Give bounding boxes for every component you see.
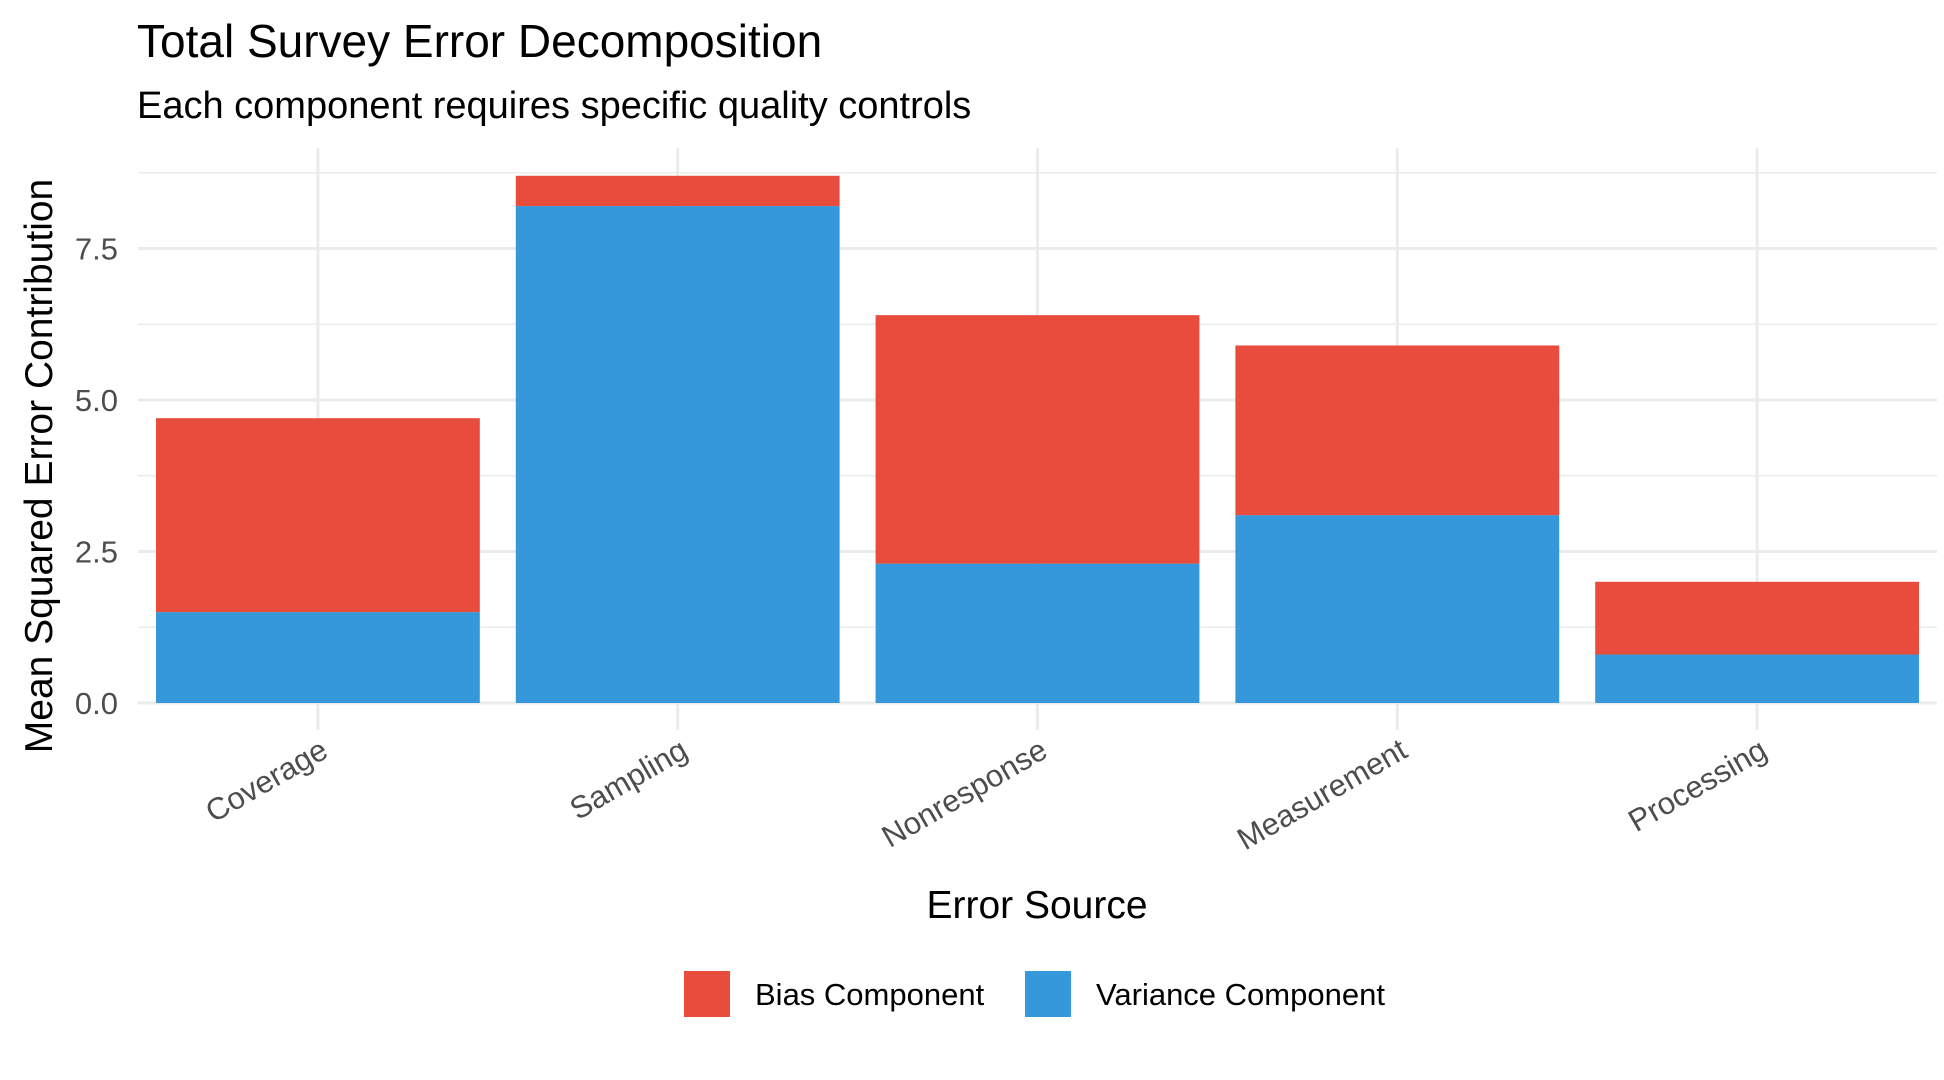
x-tick-label: Nonresponse bbox=[876, 732, 1053, 855]
bar-processing-bias-component bbox=[1595, 581, 1920, 655]
y-axis-ticks: 0.0 2.5 5.0 7.5 bbox=[75, 232, 118, 722]
bar-nonresponse-bias-component bbox=[875, 315, 1200, 564]
x-tick-label: Coverage bbox=[199, 732, 333, 830]
legend-swatch-bias-component bbox=[684, 971, 730, 1017]
x-tick-label: Measurement bbox=[1231, 732, 1413, 857]
bar-processing-variance-component bbox=[1595, 654, 1920, 703]
bar-sampling-bias-component bbox=[515, 175, 840, 207]
y-tick-label: 2.5 bbox=[75, 535, 118, 570]
bar-measurement-variance-component bbox=[1235, 515, 1560, 703]
x-tick-label: Processing bbox=[1622, 732, 1772, 839]
bars-layer bbox=[155, 175, 1920, 703]
legend-swatch-variance-component bbox=[1025, 971, 1071, 1017]
x-tick-label: Sampling bbox=[564, 732, 693, 827]
y-axis-title: Mean Squared Error Contribution bbox=[18, 179, 61, 753]
x-axis-title: Error Source bbox=[926, 884, 1147, 927]
y-tick-label: 7.5 bbox=[75, 232, 118, 267]
legend: Bias Component Variance Component bbox=[684, 971, 1385, 1017]
y-tick-label: 0.0 bbox=[75, 686, 118, 721]
bar-coverage-bias-component bbox=[155, 418, 480, 613]
x-axis-ticks: Coverage Sampling Nonresponse Measurement Pr… bbox=[199, 732, 1772, 857]
bar-coverage-variance-component bbox=[155, 612, 480, 703]
chart-subtitle: Each component requires specific quality… bbox=[137, 85, 971, 127]
chart-title: Total Survey Error Decomposition bbox=[137, 15, 822, 67]
bar-sampling-variance-component bbox=[515, 206, 840, 703]
legend-label: Bias Component bbox=[755, 977, 985, 1012]
legend-label: Variance Component bbox=[1096, 977, 1385, 1012]
bar-nonresponse-variance-component bbox=[875, 563, 1200, 703]
y-tick-label: 5.0 bbox=[75, 383, 118, 418]
bar-measurement-bias-component bbox=[1235, 345, 1560, 516]
